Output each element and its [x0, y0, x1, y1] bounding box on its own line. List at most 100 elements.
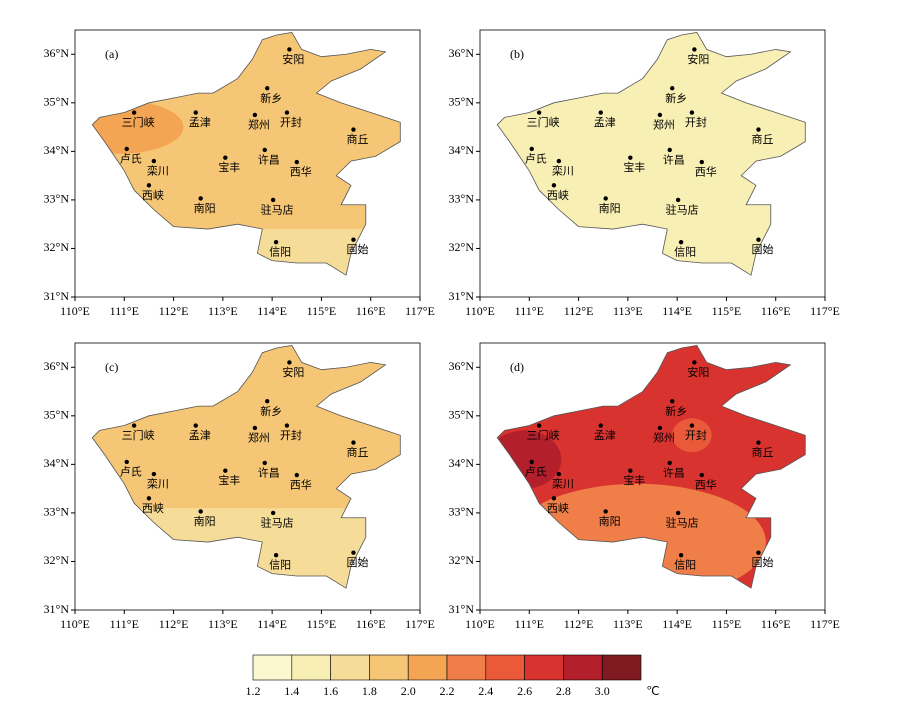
y-tick-label: 36°N — [44, 46, 70, 60]
y-tick-label: 31°N — [449, 289, 475, 303]
city-dot — [287, 360, 292, 365]
city-dot — [351, 440, 356, 445]
city-dot — [628, 155, 633, 160]
city-label: 商丘 — [751, 445, 773, 459]
y-tick-label: 34°N — [44, 456, 70, 470]
x-tick-label: 110°E — [465, 304, 495, 318]
city-dot — [351, 127, 356, 132]
city-dot — [675, 197, 681, 203]
x-tick-label: 116°E — [761, 304, 791, 318]
city-label: 西华 — [695, 165, 717, 179]
panel-frame — [74, 342, 421, 611]
city-dot — [603, 196, 608, 201]
city-dot — [670, 399, 675, 404]
x-tick-label: 111°E — [110, 304, 139, 318]
city-label: 三门峡 — [122, 428, 155, 442]
city-dot — [252, 112, 258, 118]
y-tick-label: 32°N — [449, 553, 475, 567]
y-tick-label: 31°N — [44, 289, 70, 303]
city-label: 固始 — [751, 555, 773, 569]
x-tick-label: 115°E — [307, 617, 337, 631]
colorbar-box — [485, 654, 525, 681]
city-label: 孟津 — [594, 116, 616, 129]
city-dot — [270, 197, 276, 203]
city-label: 三门峡 — [122, 115, 155, 129]
x-tick-label: 114°E — [662, 304, 692, 318]
city-label: 郑州 — [248, 430, 270, 444]
city-dot — [756, 550, 761, 555]
city-label: 郑州 — [653, 430, 675, 444]
city-label: 西峡 — [547, 501, 569, 515]
city-dot — [699, 159, 704, 165]
city-label: 驻马店 — [666, 515, 699, 529]
panel-label: (d) — [510, 360, 524, 374]
x-tick-label: 117°E — [405, 617, 435, 631]
y-tick-label: 35°N — [449, 408, 475, 422]
city-label: 栾川 — [552, 164, 574, 178]
y-tick-label: 32°N — [449, 240, 475, 254]
city-label: 孟津 — [189, 429, 211, 442]
city-label: 开封 — [280, 428, 302, 442]
city-label: 固始 — [346, 555, 368, 569]
city-dot — [252, 425, 258, 431]
city-label: 商丘 — [751, 132, 773, 146]
city-label: 郑州 — [653, 117, 675, 131]
city-label: 开封 — [685, 428, 707, 442]
y-tick-label: 34°N — [449, 143, 475, 157]
city-label: 卢氏 — [525, 465, 547, 478]
city-label: 西华 — [695, 478, 717, 492]
city-label: 郑州 — [248, 117, 270, 131]
city-dot — [657, 112, 663, 118]
city-label: 信阳 — [269, 246, 291, 259]
colorbar-label: 1.8 — [362, 684, 377, 698]
x-tick-label: 111°E — [515, 617, 544, 631]
city-label: 信阳 — [269, 559, 291, 572]
city-dot — [692, 360, 697, 365]
city-dot — [667, 460, 672, 466]
colorbar: 1.2 1.4 1.6 1.8 2.0 2.2 2.4 2.6 2.8 3.0 ℃ — [246, 654, 660, 698]
city-dot — [675, 510, 681, 516]
city-label: 三门峡 — [527, 115, 560, 129]
colorbar-box — [291, 654, 331, 681]
city-label: 信阳 — [674, 559, 696, 572]
city-label: 固始 — [346, 242, 368, 256]
city-dot — [351, 550, 356, 555]
city-dot — [529, 459, 534, 465]
x-tick-label: 113°E — [208, 617, 238, 631]
x-tick-label: 113°E — [613, 617, 643, 631]
city-dot — [556, 471, 562, 477]
colorbar-label: 1.6 — [323, 684, 338, 698]
colorbar-label: 2.6 — [517, 684, 532, 698]
map-panel: (b) 110°E 111°E 112°E 113°E 114°E 115°E 116°E 11… — [449, 29, 840, 318]
city-dot — [284, 423, 290, 428]
city-dot — [284, 110, 290, 115]
city-label: 安阳 — [687, 52, 709, 66]
city-dot — [262, 460, 267, 466]
city-dot — [294, 159, 299, 165]
colorbar-label: 1.4 — [284, 684, 299, 698]
y-tick-label: 36°N — [449, 359, 475, 373]
shade-zone — [92, 100, 184, 154]
city-label: 栾川 — [147, 164, 169, 178]
city-label: 驻马店 — [261, 202, 294, 216]
map-panel: (a) 110°E 111°E 112°E 113°E 114°E 115°E 116°E 11… — [44, 29, 435, 318]
x-tick-label: 112°E — [159, 304, 189, 318]
province-outline — [91, 31, 401, 276]
city-dot — [124, 146, 129, 152]
city-dot — [756, 127, 761, 132]
y-tick-label: 33°N — [44, 192, 70, 206]
panel-frame — [479, 29, 826, 298]
colorbar-unit: ℃ — [646, 684, 659, 698]
x-tick-label: 115°E — [712, 617, 742, 631]
city-label: 开封 — [280, 115, 302, 129]
city-dot — [536, 423, 542, 428]
x-tick-label: 112°E — [564, 617, 594, 631]
city-dot — [551, 496, 557, 501]
map-panel: (d) 110°E 111°E 112°E 113°E 114°E 115°E 116°E 11… — [449, 342, 840, 631]
y-tick-label: 35°N — [449, 95, 475, 109]
y-tick-label: 36°N — [449, 46, 475, 60]
city-label: 卢氏 — [120, 152, 142, 165]
x-tick-label: 116°E — [356, 617, 386, 631]
city-dot — [351, 237, 356, 242]
